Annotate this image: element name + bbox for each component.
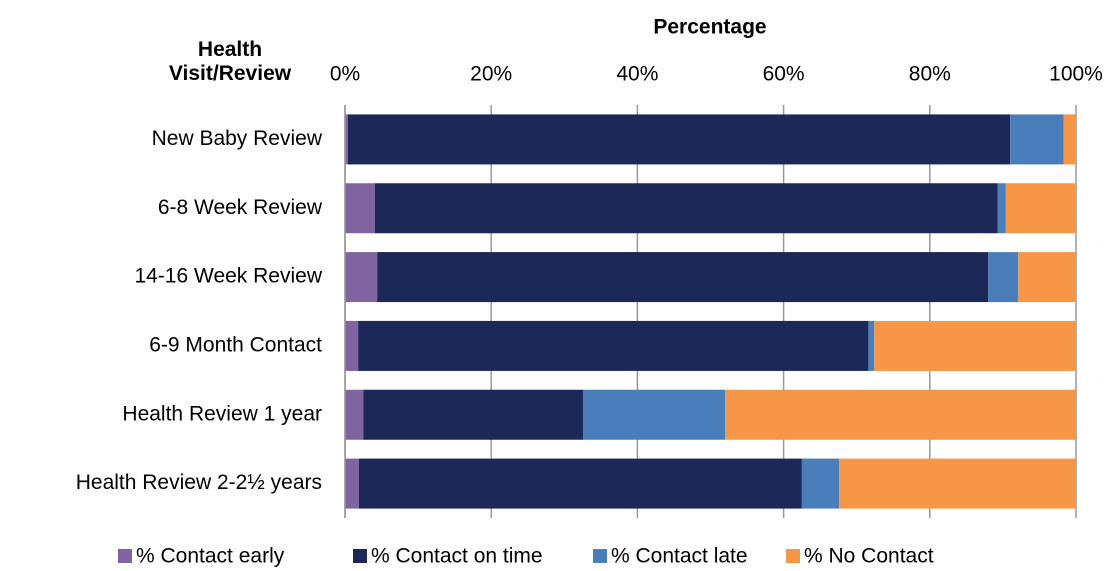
bar-segment	[345, 252, 378, 303]
bar-segment	[345, 458, 359, 509]
bar-segment	[374, 183, 998, 234]
bar-segment	[874, 320, 1076, 371]
y-tick-label: Health Review 1 year	[122, 402, 322, 425]
bar-segment	[988, 252, 1019, 303]
bar-segment	[725, 389, 1076, 440]
bar-segment	[839, 458, 1076, 509]
bar-segment	[801, 458, 840, 509]
bar-segment	[345, 389, 364, 440]
x-tick-label: 40%	[616, 63, 658, 86]
legend-swatch	[593, 549, 607, 563]
chart-title: Percentage	[653, 16, 766, 39]
x-tick-label: 20%	[470, 63, 512, 86]
bar-segment	[358, 320, 869, 371]
bar-segment	[358, 458, 802, 509]
legend-label: % Contact late	[611, 545, 748, 568]
bar-segment	[345, 183, 375, 234]
y-tick-label: 6-9 Month Contact	[149, 333, 322, 356]
y-axis-label: Health Visit/Review	[168, 38, 292, 85]
legend-label: % Contact early	[136, 545, 285, 568]
y-tick-label: 6-8 Week Review	[158, 196, 323, 219]
x-tick-label: 80%	[909, 63, 951, 86]
legend-swatch	[786, 549, 800, 563]
y-tick-label: 14-16 Week Review	[134, 265, 322, 288]
bar-segment	[1018, 252, 1076, 303]
bar-segment	[997, 183, 1006, 234]
bar-segment	[347, 114, 1011, 165]
legend-label: % Contact on time	[371, 545, 543, 568]
y-tick-label: Health Review 2-2½ years	[76, 471, 322, 494]
legend-label: % No Contact	[804, 545, 934, 568]
legend-swatch	[353, 549, 367, 563]
bar-segment	[1010, 114, 1064, 165]
x-tick-label: 60%	[763, 63, 805, 86]
bar-segment	[363, 389, 584, 440]
bar-segment	[1063, 114, 1076, 165]
bar-segment	[868, 320, 875, 371]
bar-segment	[345, 320, 359, 371]
bar-segment	[1005, 183, 1076, 234]
bar-segment	[345, 114, 348, 165]
x-tick-label: 0%	[330, 63, 360, 86]
bar-segment	[377, 252, 989, 303]
bar-segment	[583, 389, 726, 440]
y-tick-label: New Baby Review	[152, 127, 323, 150]
x-tick-label: 100%	[1049, 63, 1103, 86]
legend-swatch	[118, 549, 132, 563]
